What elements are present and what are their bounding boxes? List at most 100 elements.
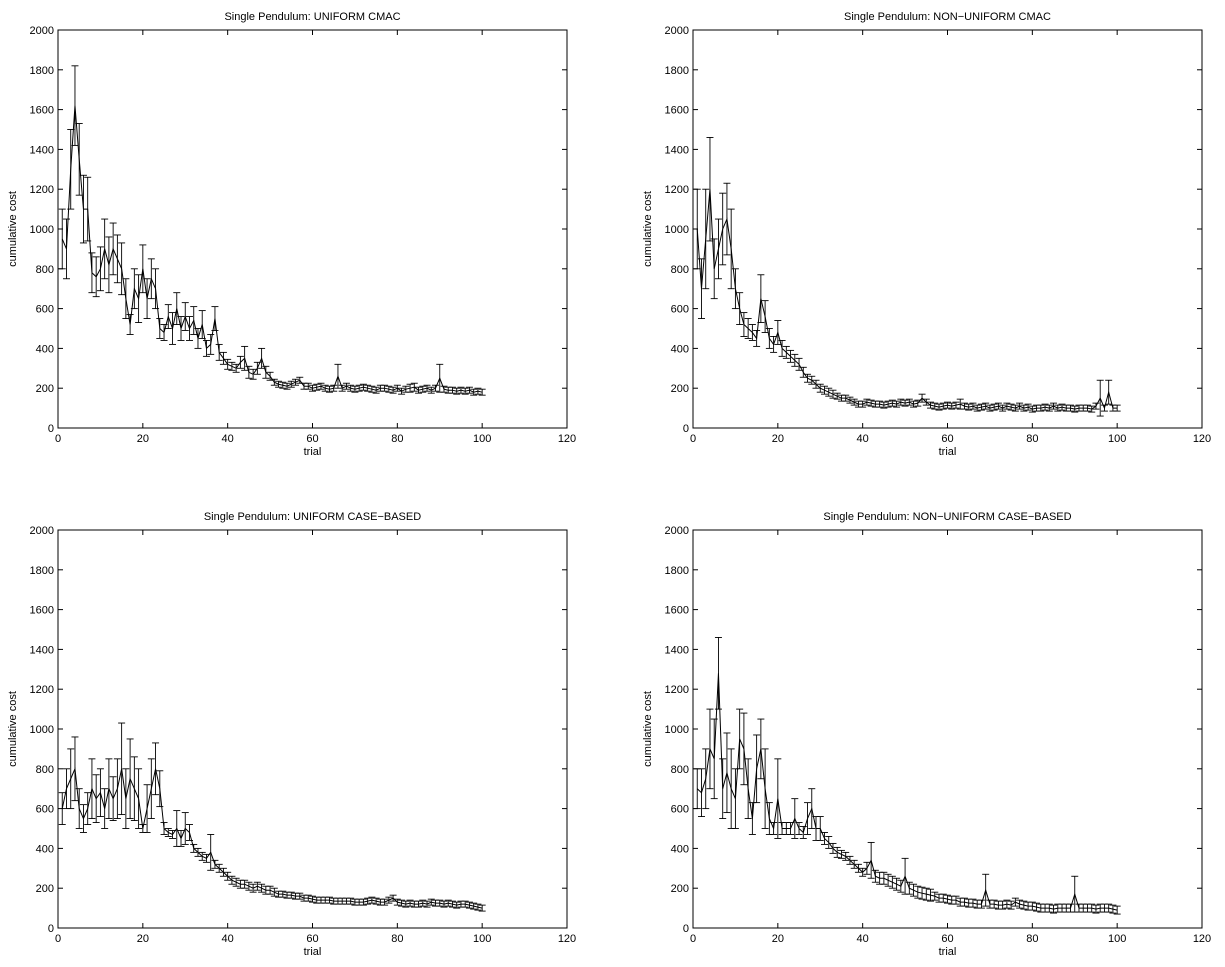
error-bar [944, 401, 951, 409]
error-bar [440, 900, 448, 908]
error-bar [808, 375, 816, 385]
error-bar [147, 758, 155, 819]
error-bar [126, 738, 134, 819]
x-tick-label: 0 [55, 433, 61, 445]
error-bar [287, 380, 295, 388]
error-bar [884, 400, 892, 408]
error-bar [1113, 404, 1121, 412]
error-bar [888, 875, 896, 889]
error-bar [465, 901, 473, 909]
y-tick-label: 1000 [30, 224, 54, 236]
error-bar [905, 881, 913, 895]
error-bar [731, 268, 739, 310]
y-tick-label: 1600 [665, 605, 689, 617]
error-bar [1054, 404, 1062, 412]
error-bar [241, 345, 249, 371]
error-bar [1007, 403, 1015, 411]
x-tick-label: 80 [1026, 433, 1038, 445]
chart-non-uniform-case-based: Single Pendulum: NON−UNIFORM CASE−BASED 0… [642, 511, 1211, 958]
error-bar [842, 851, 850, 861]
y-tick-label: 1600 [665, 105, 689, 117]
error-bar [160, 324, 168, 341]
error-bar [723, 182, 731, 256]
error-bar [1100, 404, 1108, 412]
error-bar [334, 363, 342, 389]
error-bar [304, 894, 312, 902]
error-bar [867, 841, 875, 879]
error-bar [1011, 897, 1019, 907]
y-axis-label: cumulative cost [7, 191, 19, 267]
x-axis-label: trial [939, 446, 957, 458]
y-tick-label: 1200 [30, 184, 54, 196]
error-bar [1041, 403, 1049, 411]
error-bar [791, 798, 799, 839]
x-tick-label: 40 [857, 933, 869, 945]
error-bar [820, 385, 828, 395]
error-bar [939, 402, 947, 410]
error-bar [1050, 904, 1058, 914]
chart-title: Single Pendulum: NON−UNIFORM CASE−BASED [823, 511, 1071, 523]
error-bar [309, 384, 316, 392]
error-bar [164, 304, 172, 329]
error-bar [118, 242, 126, 296]
y-tick-label: 0 [48, 923, 54, 935]
error-bar [440, 385, 448, 393]
error-bar [198, 310, 206, 339]
y-tick-label: 1800 [30, 65, 54, 77]
error-bar [448, 900, 456, 908]
error-bar [232, 363, 240, 373]
error-bar [1020, 404, 1028, 412]
error-bar [253, 361, 261, 375]
y-tick-label: 200 [671, 383, 689, 395]
x-tick-label: 0 [690, 933, 696, 945]
error-bar [321, 384, 329, 392]
y-tick-label: 600 [671, 804, 689, 816]
error-bar [249, 883, 257, 893]
error-bar [453, 387, 461, 395]
error-bar [67, 748, 75, 810]
error-bar [393, 384, 401, 392]
error-bar [75, 788, 83, 829]
error-bar [169, 830, 177, 839]
y-tick-label: 0 [683, 923, 689, 935]
error-bar [871, 869, 879, 883]
y-tick-label: 1800 [665, 65, 689, 77]
error-bar [761, 300, 769, 333]
error-bar [697, 768, 705, 818]
error-bar [719, 192, 727, 266]
error-bar [338, 384, 346, 392]
error-bar [224, 358, 232, 370]
error-bar [423, 900, 431, 908]
x-tick-label: 20 [772, 933, 784, 945]
error-bar [207, 334, 215, 355]
error-bar [406, 899, 414, 907]
error-bar [795, 822, 803, 835]
y-tick-label: 800 [36, 764, 54, 776]
x-tick-label: 0 [690, 433, 696, 445]
error-bar [453, 901, 461, 909]
error-bar [211, 306, 219, 331]
y-tick-label: 400 [36, 843, 54, 855]
y-axis-label: cumulative cost [7, 691, 19, 767]
error-bar [778, 339, 786, 357]
error-bar [118, 722, 126, 816]
error-bar [113, 758, 121, 819]
error-bar [922, 887, 930, 901]
error-bar [1007, 900, 1015, 910]
error-bar [1037, 404, 1045, 412]
error-bar [757, 274, 765, 323]
x-axis-label: trial [304, 446, 322, 458]
error-bar [381, 898, 389, 906]
error-bar [999, 404, 1007, 412]
error-bar [202, 853, 210, 863]
error-bar [355, 384, 363, 392]
error-bar [723, 732, 731, 814]
y-tick-label: 600 [36, 304, 54, 316]
error-bar [846, 855, 854, 865]
error-bar [160, 822, 168, 835]
x-tick-label: 40 [222, 933, 234, 945]
error-bar [266, 371, 274, 381]
error-bar [901, 399, 909, 407]
error-bar [1105, 379, 1113, 405]
error-bar [317, 382, 325, 390]
